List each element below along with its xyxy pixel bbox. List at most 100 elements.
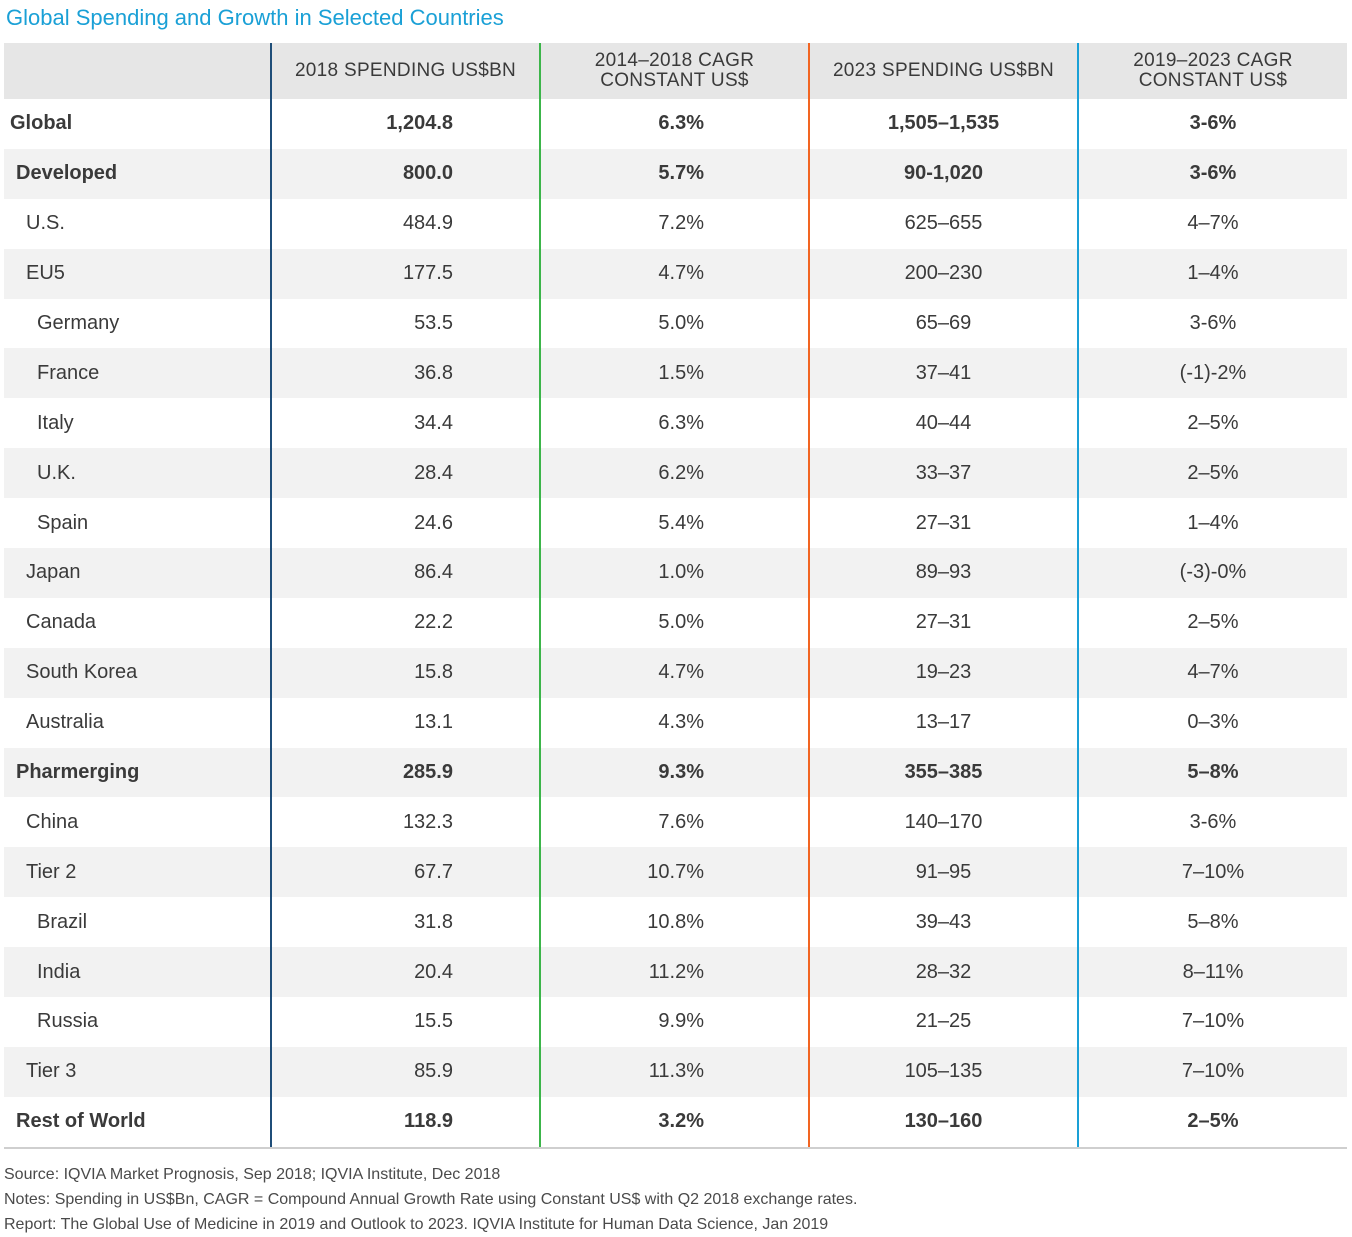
- row-value: 3.2%: [539, 1096, 809, 1149]
- table-row: Germany 53.5 5.0% 65–69 3-6%: [4, 298, 1347, 349]
- row-value: 1,505–1,535: [808, 99, 1078, 149]
- row-value: 11.2%: [539, 947, 809, 998]
- table-row: India 20.4 11.2% 28–32 8–11%: [4, 947, 1347, 998]
- row-value: 10.8%: [539, 897, 809, 948]
- row-value: 6.3%: [539, 99, 809, 149]
- row-label: Brazil: [4, 897, 271, 948]
- row-label: Developed: [4, 148, 271, 199]
- row-value: 1–4%: [1077, 248, 1347, 299]
- row-value: 27–31: [808, 498, 1078, 549]
- row-label: Italy: [4, 398, 271, 449]
- table-row: South Korea 15.8 4.7% 19–23 4–7%: [4, 647, 1347, 698]
- table-row: Spain 24.6 5.4% 27–31 1–4%: [4, 498, 1347, 549]
- row-value: 39–43: [808, 897, 1078, 948]
- header-2014-2018-cagr: 2014–2018 CAGR CONSTANT US$: [539, 43, 809, 99]
- row-value: 118.9: [270, 1096, 540, 1149]
- table-row: EU5 177.5 4.7% 200–230 1–4%: [4, 248, 1347, 299]
- row-value: 28.4: [270, 448, 540, 499]
- footnotes: Source: IQVIA Market Prognosis, Sep 2018…: [4, 1162, 857, 1237]
- row-value: 4.3%: [539, 697, 809, 748]
- row-value: (-1)-2%: [1077, 348, 1347, 399]
- row-label: Germany: [4, 298, 271, 349]
- row-label: Global: [4, 99, 271, 149]
- header-2018-spending: 2018 SPENDING US$BN: [270, 43, 540, 99]
- row-value: 177.5: [270, 248, 540, 299]
- row-value: 19–23: [808, 647, 1078, 698]
- table-row: Russia 15.5 9.9% 21–25 7–10%: [4, 997, 1347, 1047]
- row-value: 91–95: [808, 847, 1078, 898]
- row-value: 53.5: [270, 298, 540, 349]
- row-value: 3-6%: [1077, 99, 1347, 149]
- row-value: 800.0: [270, 148, 540, 199]
- row-label: Japan: [4, 548, 271, 598]
- row-value: 90-1,020: [808, 148, 1078, 199]
- table-row: U.S. 484.9 7.2% 625–655 4–7%: [4, 198, 1347, 249]
- row-label: U.S.: [4, 198, 271, 249]
- row-label: EU5: [4, 248, 271, 299]
- row-value: 36.8: [270, 348, 540, 399]
- row-value: (-3)-0%: [1077, 548, 1347, 598]
- row-value: 1.5%: [539, 348, 809, 399]
- row-value: 37–41: [808, 348, 1078, 399]
- row-label: Australia: [4, 697, 271, 748]
- header-label-column: [4, 43, 271, 99]
- row-value: 15.5: [270, 997, 540, 1047]
- row-label: France: [4, 348, 271, 399]
- row-value: 1.0%: [539, 548, 809, 598]
- spending-table: 2018 SPENDING US$BN 2014–2018 CAGR CONST…: [4, 43, 1347, 1149]
- row-value: 20.4: [270, 947, 540, 998]
- table-row: Australia 13.1 4.3% 13–17 0–3%: [4, 697, 1347, 748]
- row-value: 86.4: [270, 548, 540, 598]
- row-value: 5–8%: [1077, 747, 1347, 798]
- table-row: China 132.3 7.6% 140–170 3-6%: [4, 797, 1347, 848]
- table-row: France 36.8 1.5% 37–41 (-1)-2%: [4, 348, 1347, 399]
- data-table: 2018 SPENDING US$BN 2014–2018 CAGR CONST…: [4, 43, 1347, 1149]
- row-value: 625–655: [808, 198, 1078, 249]
- row-value: 6.3%: [539, 398, 809, 449]
- source-note: Source: IQVIA Market Prognosis, Sep 2018…: [4, 1166, 501, 1183]
- row-value: 5.4%: [539, 498, 809, 549]
- row-value: 9.9%: [539, 997, 809, 1047]
- header-2019-2023-cagr: 2019–2023 CAGR CONSTANT US$: [1077, 43, 1347, 99]
- row-value: 5.0%: [539, 597, 809, 648]
- row-value: 4–7%: [1077, 198, 1347, 249]
- row-value: 24.6: [270, 498, 540, 549]
- row-value: 21–25: [808, 997, 1078, 1047]
- row-value: 85.9: [270, 1046, 540, 1097]
- table-row: Global 1,204.8 6.3% 1,505–1,535 3-6%: [4, 99, 1347, 149]
- row-label: Tier 3: [4, 1046, 271, 1097]
- row-value: 2–5%: [1077, 1096, 1347, 1149]
- row-label: Spain: [4, 498, 271, 549]
- table-row: Tier 2 67.7 10.7% 91–95 7–10%: [4, 847, 1347, 898]
- row-value: 4.7%: [539, 647, 809, 698]
- row-value: 13–17: [808, 697, 1078, 748]
- table-row: Pharmerging 285.9 9.3% 355–385 5–8%: [4, 747, 1347, 798]
- row-value: 89–93: [808, 548, 1078, 598]
- table-row: U.K. 28.4 6.2% 33–37 2–5%: [4, 448, 1347, 499]
- row-value: 355–385: [808, 747, 1078, 798]
- row-value: 1–4%: [1077, 498, 1347, 549]
- row-value: 3-6%: [1077, 797, 1347, 848]
- row-value: 3-6%: [1077, 298, 1347, 349]
- row-value: 285.9: [270, 747, 540, 798]
- table-row: Rest of World 118.9 3.2% 130–160 2–5%: [4, 1096, 1347, 1149]
- row-value: 13.1: [270, 697, 540, 748]
- table-row: Japan 86.4 1.0% 89–93 (-3)-0%: [4, 548, 1347, 598]
- row-label: Pharmerging: [4, 747, 271, 798]
- table-row: Canada 22.2 5.0% 27–31 2–5%: [4, 597, 1347, 648]
- row-value: 9.3%: [539, 747, 809, 798]
- row-value: 7–10%: [1077, 997, 1347, 1047]
- row-value: 8–11%: [1077, 947, 1347, 998]
- row-value: 200–230: [808, 248, 1078, 299]
- row-value: 5–8%: [1077, 897, 1347, 948]
- row-value: 130–160: [808, 1096, 1078, 1149]
- row-value: 484.9: [270, 198, 540, 249]
- row-value: 2–5%: [1077, 448, 1347, 499]
- row-value: 4–7%: [1077, 647, 1347, 698]
- row-value: 2–5%: [1077, 398, 1347, 449]
- row-value: 2–5%: [1077, 597, 1347, 648]
- row-label: U.K.: [4, 448, 271, 499]
- row-value: 105–135: [808, 1046, 1078, 1097]
- chart-title: Global Spending and Growth in Selected C…: [6, 5, 504, 30]
- row-label: China: [4, 797, 271, 848]
